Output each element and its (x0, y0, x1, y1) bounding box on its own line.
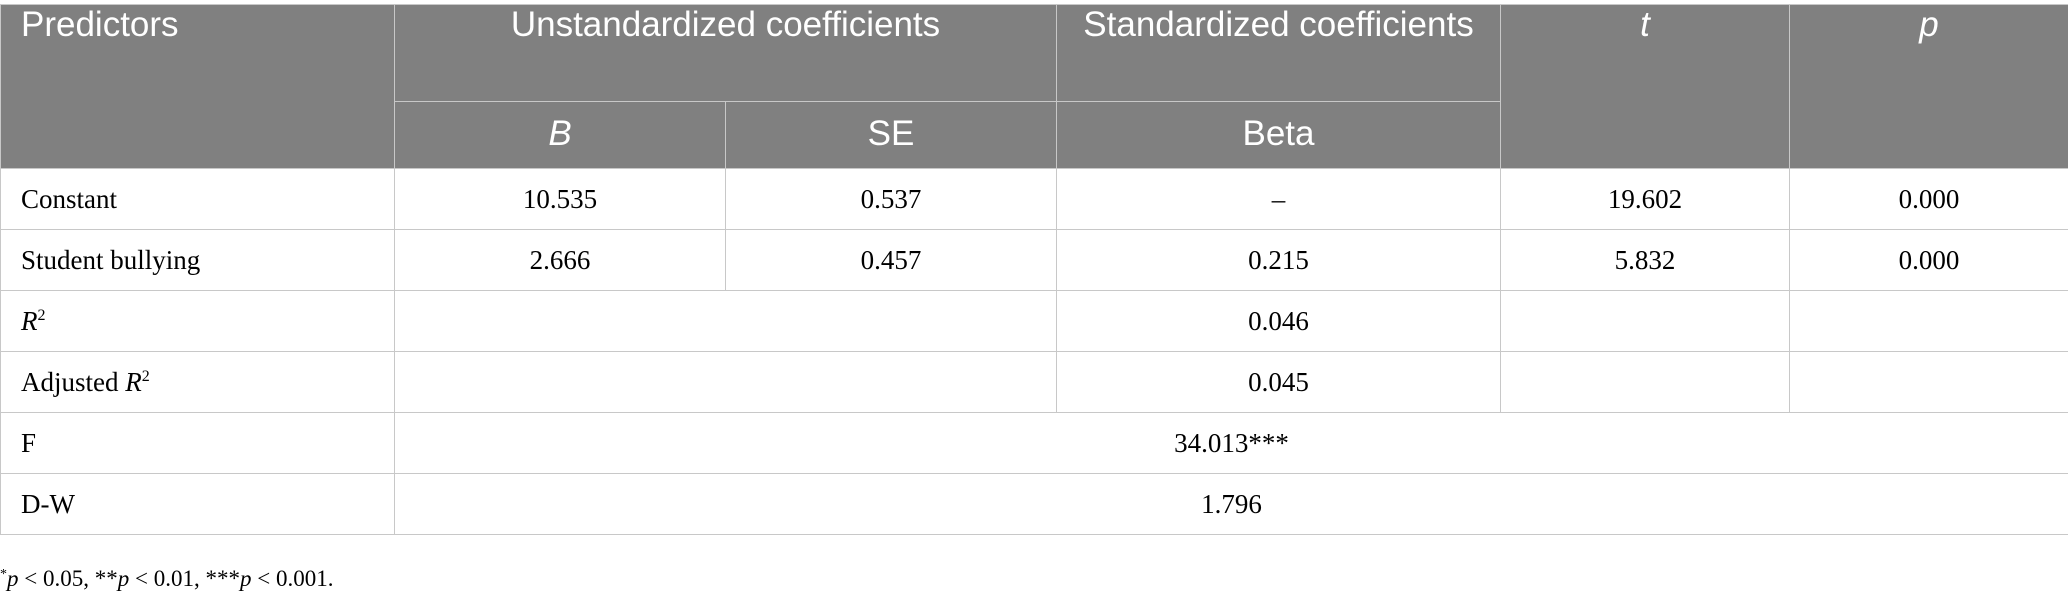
footnote-threshold: < 0.05, ** (18, 566, 118, 591)
cell-p: 0.000 (1789, 168, 2068, 230)
row-label-adjusted-r-squared: Adjusted R2 (0, 351, 395, 413)
footnote-p: p (117, 566, 130, 591)
header-beta: Beta (1056, 101, 1501, 169)
header-t: t (1500, 4, 1790, 169)
empty-cell (1500, 290, 1790, 352)
adjusted-prefix: Adjusted (21, 366, 126, 397)
header-se: SE (725, 101, 1057, 169)
footnote-asterisk: * (0, 567, 7, 582)
footnote-threshold: < 0.01, *** (129, 566, 240, 591)
footnote-threshold: < 0.001. (251, 566, 334, 591)
header-standardized: Standardized coefficients (1056, 4, 1501, 102)
cell-adjusted-r-squared-value: 0.045 (1056, 351, 1501, 413)
row-label-f: F (0, 412, 395, 474)
r-symbol: R (125, 366, 142, 397)
row-label: Constant (0, 168, 395, 230)
squared-superscript: 2 (37, 306, 46, 324)
r-symbol: R (21, 305, 38, 336)
empty-cell (394, 290, 1057, 352)
cell-t: 5.832 (1500, 229, 1790, 291)
cell-beta: 0.215 (1056, 229, 1501, 291)
empty-cell (1789, 351, 2068, 413)
row-label-r-squared: R2 (0, 290, 395, 352)
cell-r-squared-value: 0.046 (1056, 290, 1501, 352)
footnote-p: p (7, 566, 19, 591)
r-squared-row: R2 0.046 (0, 290, 2068, 352)
empty-cell (1789, 290, 2068, 352)
cell-b: 10.535 (394, 168, 726, 230)
significance-footnote: *p < 0.05, **p < 0.01, ***p < 0.001. (0, 566, 333, 592)
cell-beta: – (1056, 168, 1501, 230)
header-unstandardized: Unstandardized coefficients (394, 4, 1057, 102)
squared-superscript: 2 (141, 367, 150, 385)
adjusted-r-squared-row: Adjusted R2 0.045 (0, 351, 2068, 413)
row-label-dw: D-W (0, 473, 395, 535)
table-header: Predictors Unstandardized coefficients S… (0, 4, 2068, 169)
cell-f-value: 34.013*** (394, 412, 2068, 474)
f-row: F 34.013*** (0, 412, 2068, 474)
header-p: p (1789, 4, 2068, 169)
regression-table: Predictors Unstandardized coefficients S… (0, 4, 2068, 535)
table-body: Constant 10.535 0.537 – 19.602 0.000 Stu… (0, 168, 2068, 535)
table-row: Constant 10.535 0.537 – 19.602 0.000 (0, 168, 2068, 230)
cell-se: 0.537 (725, 168, 1057, 230)
cell-t: 19.602 (1500, 168, 1790, 230)
cell-se: 0.457 (725, 229, 1057, 291)
table-row: Student bullying 2.666 0.457 0.215 5.832… (0, 229, 2068, 291)
cell-dw-value: 1.796 (394, 473, 2068, 535)
header-predictors: Predictors (0, 4, 395, 169)
cell-p: 0.000 (1789, 229, 2068, 291)
empty-cell (1500, 351, 1790, 413)
header-row-sub: B SE Beta (1, 101, 2068, 169)
header-b: B (394, 101, 726, 169)
header-row-top: Predictors Unstandardized coefficients S… (0, 4, 2068, 169)
empty-cell (394, 351, 1057, 413)
cell-b: 2.666 (394, 229, 726, 291)
row-label: Student bullying (0, 229, 395, 291)
dw-row: D-W 1.796 (0, 473, 2068, 535)
footnote-p: p (239, 566, 252, 591)
